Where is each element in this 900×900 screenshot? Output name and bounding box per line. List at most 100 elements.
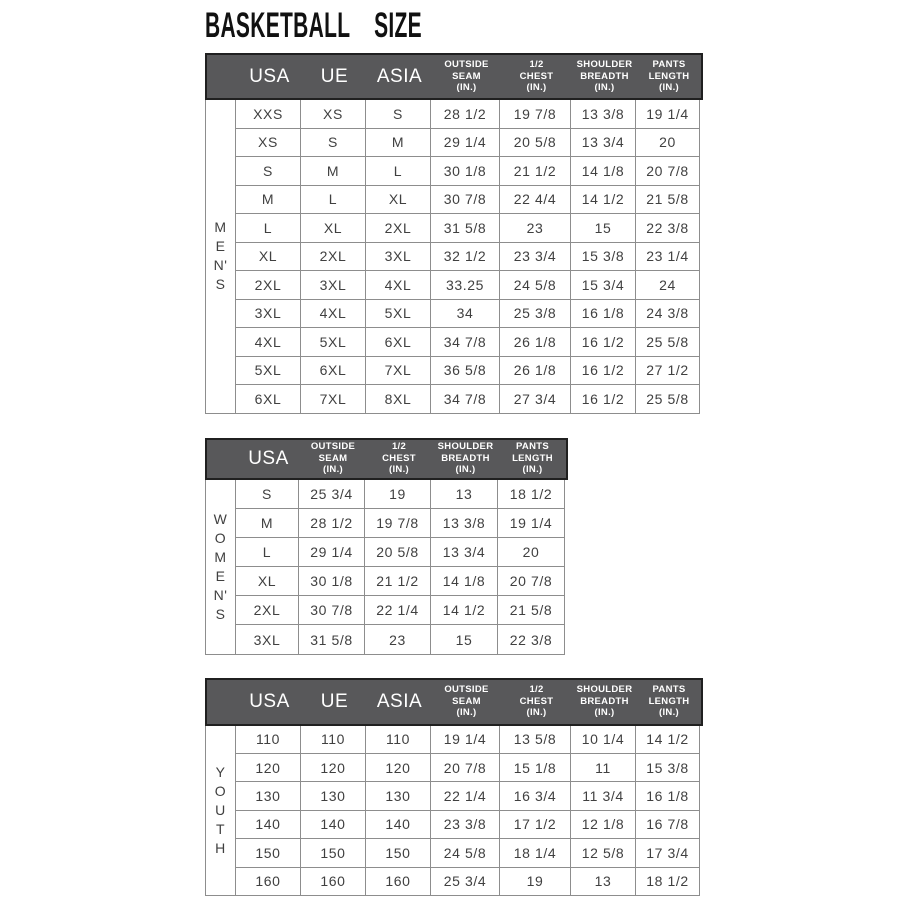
size-cell: L [236,214,301,243]
size-cell: 3XL [236,299,301,328]
column-header: 1/2 CHEST (IN.) [519,59,554,94]
table-row: L XL 2XL 31 5/8 23 15 22 3/8 [236,214,700,243]
size-cell: 30 1/8 [431,157,500,186]
table-row: 3XL 31 5/8 23 15 22 3/8 [236,625,565,655]
size-cell: 22 1/4 [431,782,500,811]
column-header: PANTS LENGTH (IN.) [512,441,553,476]
size-cell: 13 3/8 [571,100,636,129]
size-cell: 14 1/2 [431,596,498,626]
column-header: ASIA [376,65,423,87]
size-cell: L [236,537,299,568]
mens-table-header-row: USA UE ASIA OUTSIDE SEAM (IN.) 1/2 CHEST (IN.) SH… [205,53,703,100]
size-cell: 34 [431,299,500,328]
column-header: SHOULDER BREADTH (IN.) [437,441,494,476]
table-row: 130 130 130 22 1/4 16 3/4 11 3/4 16 1/8 [236,782,700,811]
size-cell: 31 5/8 [299,625,365,655]
size-cell: XL [301,214,366,243]
size-cell: 20 7/8 [498,567,565,597]
table-row: 160 160 160 25 3/4 19 13 18 1/2 [236,867,700,896]
youth-size-table: USA UE ASIA OUTSIDE SEAM (IN.) 1/2 CHEST (IN.) SH… [205,677,900,896]
column-header: OUTSIDE SEAM (IN.) [310,441,356,476]
size-cell: 140 [236,810,301,840]
size-cell: 25 3/4 [299,479,365,509]
size-cell: M [366,128,431,157]
size-cell: 13 [571,867,636,896]
size-cell: 29 1/4 [431,128,500,157]
table-row: 4XL 5XL 6XL 34 7/8 26 1/8 16 1/2 25 5/8 [236,328,700,357]
size-cell: 18 1/2 [498,479,565,509]
column-header: SHOULDER BREADTH (IN.) [576,59,633,94]
size-cell: 22 3/8 [636,214,700,243]
size-cell: 36 5/8 [431,356,500,385]
size-cell: 2XL [236,596,299,626]
column-header: SHOULDER BREADTH (IN.) [576,684,633,719]
mens-table-body: M E N' S XXS XS S 28 1/2 19 7/8 13 3/8 19 1/4 XS S M… [205,100,700,414]
table-row: 5XL 6XL 7XL 36 5/8 26 1/8 16 1/2 27 1/2 [236,356,700,385]
size-cell: 19 [365,479,431,509]
table-row: 150 150 150 24 5/8 18 1/4 12 5/8 17 3/4 [236,839,700,868]
size-cell: 4XL [366,271,431,300]
size-cell: 150 [366,839,431,868]
group-label-cell-womens: W O M E N' S [206,479,236,655]
size-cell: 25 3/8 [500,299,571,328]
size-cell: 13 [431,479,498,509]
size-cell: 19 7/8 [500,100,571,129]
size-cell: 16 1/8 [571,299,636,328]
table-row: XL 2XL 3XL 32 1/2 23 3/4 15 3/8 23 1/4 [236,242,700,271]
size-cell: 20 5/8 [365,537,431,568]
table-row: S M L 30 1/8 21 1/2 14 1/8 20 7/8 [236,157,700,186]
size-cell: 30 7/8 [299,596,365,626]
size-cell: 130 [301,782,366,811]
size-cell: 20 [498,537,565,568]
size-cell: 19 7/8 [365,508,431,538]
size-cell: 160 [236,867,301,896]
size-cell: 11 [571,754,636,783]
size-cell: 22 3/8 [498,625,565,655]
size-cell: 15 3/8 [636,754,700,783]
column-header: OUTSIDE SEAM (IN.) [444,684,489,719]
vertical-label-womens: W O M E N' S [213,510,228,622]
table-row: XXS XS S 28 1/2 19 7/8 13 3/8 19 1/4 [236,100,700,129]
size-cell: 19 1/4 [431,725,500,755]
size-cell: 24 [636,271,700,300]
size-cell: 5XL [301,328,366,357]
table-row: 2XL 3XL 4XL 33.25 24 5/8 15 3/4 24 [236,271,700,300]
size-cell: M [236,185,301,214]
size-cell: 3XL [366,242,431,271]
size-cell: XXS [236,100,301,129]
size-cell: 10 1/4 [571,725,636,755]
size-cell: M [236,508,299,538]
womens-table-rows: S 25 3/4 19 13 18 1/2 M 28 1/2 19 7/8 13 3/8 19 1… [236,479,565,655]
column-header: 1/2 CHEST (IN.) [382,441,416,476]
table-row: XL 30 1/8 21 1/2 14 1/8 20 7/8 [236,567,565,597]
youth-table-header-row: USA UE ASIA OUTSIDE SEAM (IN.) 1/2 CHEST (IN.) SH… [205,677,703,726]
size-cell: 16 7/8 [636,810,700,840]
size-cell: 160 [301,867,366,896]
size-cell: 24 3/8 [636,299,700,328]
size-cell: 110 [236,725,301,755]
size-cell: 7XL [301,385,366,414]
size-cell: 21 5/8 [636,185,700,214]
size-cell: 6XL [301,356,366,385]
size-cell: S [366,100,431,129]
size-cell: L [366,157,431,186]
size-cell: 25 5/8 [636,385,700,414]
size-cell: 11 3/4 [571,782,636,811]
size-cell: 13 5/8 [500,725,571,755]
size-cell: 130 [366,782,431,811]
table-row: 120 120 120 20 7/8 15 1/8 11 15 3/8 [236,754,700,783]
size-cell: S [301,128,366,157]
size-cell: XL [366,185,431,214]
size-cell: 2XL [301,242,366,271]
size-cell: 18 1/4 [500,839,571,868]
size-cell: 21 1/2 [365,567,431,597]
size-cell: 6XL [366,328,431,357]
size-cell: XL [236,567,299,597]
size-cell: 12 5/8 [571,839,636,868]
size-cell: 34 7/8 [431,328,500,357]
table-row: 140 140 140 23 3/8 17 1/2 12 1/8 16 7/8 [236,810,700,840]
size-cell: 15 [571,214,636,243]
size-cell: M [301,157,366,186]
